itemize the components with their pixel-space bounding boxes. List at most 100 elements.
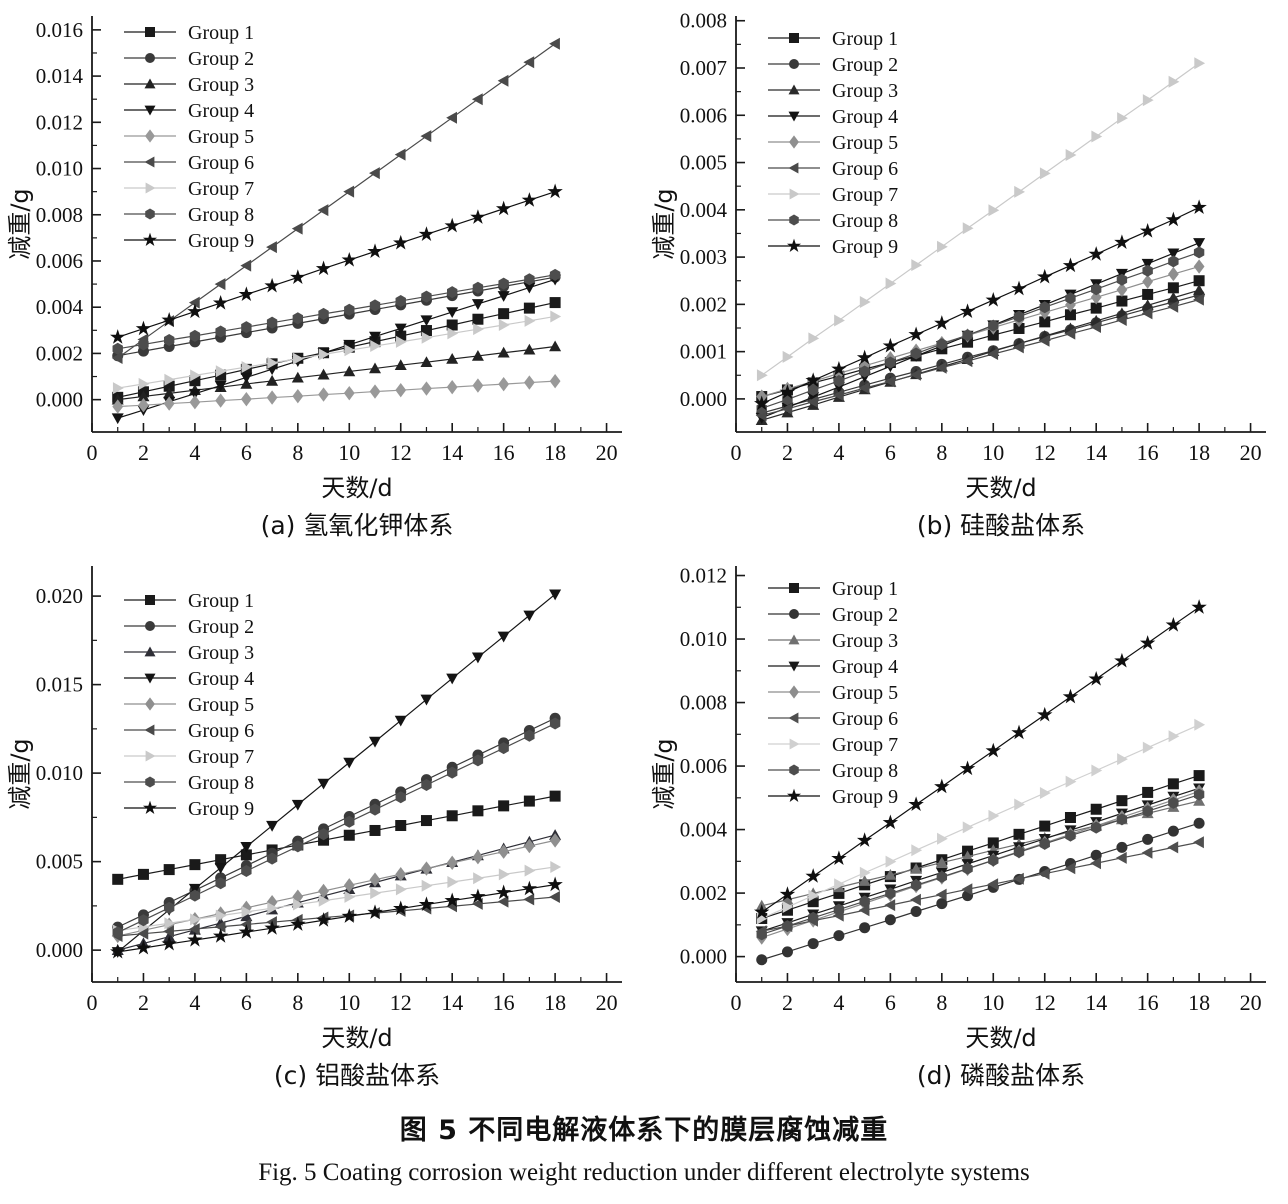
marker-star (1191, 599, 1207, 614)
marker-star (1165, 211, 1182, 227)
marker-diamond (145, 129, 155, 143)
marker-hexagon (910, 879, 922, 892)
marker-triangle-right (370, 887, 382, 900)
y-tick-label: 0.010 (680, 627, 727, 651)
marker-triangle-down (240, 372, 253, 384)
marker-star (831, 361, 847, 376)
marker-star (1114, 652, 1130, 668)
x-tick-label: 8 (936, 440, 947, 465)
marker-triangle-right (344, 890, 356, 903)
marker-circle (145, 621, 155, 631)
marker-hexagon (936, 338, 948, 351)
marker-triangle-left (420, 130, 432, 143)
marker-hexagon (292, 840, 304, 853)
marker-diamond (446, 855, 458, 871)
marker-star (187, 931, 203, 947)
marker-triangle-left (240, 918, 252, 931)
series-line-group-1 (761, 280, 1200, 398)
subplot-grid: 0 2 4 6 8 10 12 14 16 18 20 0.000 0.002 0.004 0.006 0.0… (6, 9, 1288, 1100)
x-tick-label: 4 (833, 440, 844, 465)
marker-square (1116, 795, 1128, 807)
marker-triangle-left (832, 389, 844, 402)
marker-hexagon (1116, 273, 1128, 286)
marker-triangle-right (318, 894, 330, 907)
marker-square (215, 854, 227, 866)
marker-star (908, 796, 924, 812)
marker-diamond (395, 382, 407, 398)
marker-hexagon (1039, 301, 1050, 314)
series-line-group-3 (117, 345, 556, 401)
x-tick-label: 0 (87, 990, 98, 1015)
marker-hexagon (549, 717, 561, 730)
x-tick-label: 0 (87, 440, 98, 465)
legend-label-1: Group 1 (832, 578, 898, 600)
marker-hexagon (369, 803, 381, 816)
x-tick-label: 18 (1188, 440, 1210, 465)
subplot-d: 0 2 4 6 8 10 12 14 16 18 20 0.000 0.002 0.004 0.006 0.0… (644, 550, 1288, 1100)
legend: Group 1 Group 2 Group 3 Group 4 Group 5 Group… (124, 22, 254, 252)
marker-triangle-left (987, 878, 999, 891)
x-tick-label: 6 (241, 990, 252, 1015)
legend: Group 1 Group 2 Group 3 Group 4 Group 5 Group… (768, 578, 898, 808)
marker-hexagon (1193, 788, 1205, 801)
marker-diamond (789, 685, 799, 699)
figure-caption-en: Fig. 5 Coating corrosion weight reductio… (258, 1159, 1030, 1186)
marker-triangle-left (1090, 857, 1101, 870)
marker-triangle-right (859, 866, 871, 879)
y-tick-label: 0.003 (680, 245, 727, 269)
marker-star (264, 277, 280, 293)
marker-triangle-right (1168, 75, 1180, 88)
marker-triangle-up (144, 646, 156, 657)
marker-triangle-right (395, 883, 407, 896)
marker-circle (859, 922, 871, 934)
marker-triangle-left (1167, 300, 1179, 313)
marker-triangle-left (1141, 846, 1153, 859)
marker-star (521, 192, 538, 207)
marker-triangle-right (447, 875, 459, 888)
marker-diamond (472, 378, 484, 393)
marker-star (135, 939, 152, 955)
series-line-group-1 (761, 775, 1200, 920)
marker-hexagon (138, 914, 149, 927)
chart-d-canvas: 0 2 4 6 8 10 12 14 16 18 20 0.000 0.002 0.004 0.006 0.0… (650, 564, 1266, 1090)
marker-triangle-up (935, 856, 948, 868)
marker-star (444, 892, 460, 908)
marker-diamond (318, 883, 329, 899)
legend-label-8: Group 8 (832, 210, 898, 232)
marker-triangle-left (1038, 867, 1050, 880)
series-line-group-4 (761, 787, 1200, 932)
chart-a-canvas: 0 2 4 6 8 10 12 14 16 18 20 0.000 0.002 0.004 0.006 0.0… (6, 16, 622, 540)
legend-label-2: Group 2 (188, 48, 254, 70)
marker-hexagon (138, 338, 149, 351)
legend-label-6: Group 6 (188, 152, 254, 174)
marker-hexagon (807, 911, 819, 924)
series-line-group-3 (761, 289, 1200, 421)
marker-square (1013, 322, 1025, 334)
marker-hexagon (498, 277, 509, 290)
marker-triangle-up (884, 868, 897, 880)
marker-star (934, 315, 950, 330)
marker-triangle-left (266, 241, 277, 254)
marker-triangle-left (788, 712, 799, 724)
legend-label-5: Group 5 (188, 694, 254, 716)
marker-triangle-right (782, 350, 794, 363)
y-tick-label: 0.008 (680, 9, 727, 33)
y-tick-label: 0.002 (680, 881, 727, 905)
legend-label-6: Group 6 (188, 720, 254, 742)
marker-triangle-down (214, 863, 227, 874)
marker-star (238, 923, 255, 939)
marker-square (789, 583, 799, 593)
marker-triangle-left (291, 222, 303, 235)
marker-triangle-left (1115, 851, 1127, 864)
marker-hexagon (498, 742, 509, 755)
marker-hexagon (145, 208, 155, 220)
marker-star (1165, 616, 1182, 632)
marker-hexagon (1065, 829, 1076, 842)
marker-triangle-right (164, 917, 176, 930)
marker-hexagon (472, 754, 484, 767)
marker-star (290, 916, 306, 931)
marker-hexagon (344, 303, 355, 316)
marker-hexagon (292, 312, 304, 325)
marker-hexagon (421, 778, 432, 791)
marker-triangle-right (370, 340, 382, 353)
